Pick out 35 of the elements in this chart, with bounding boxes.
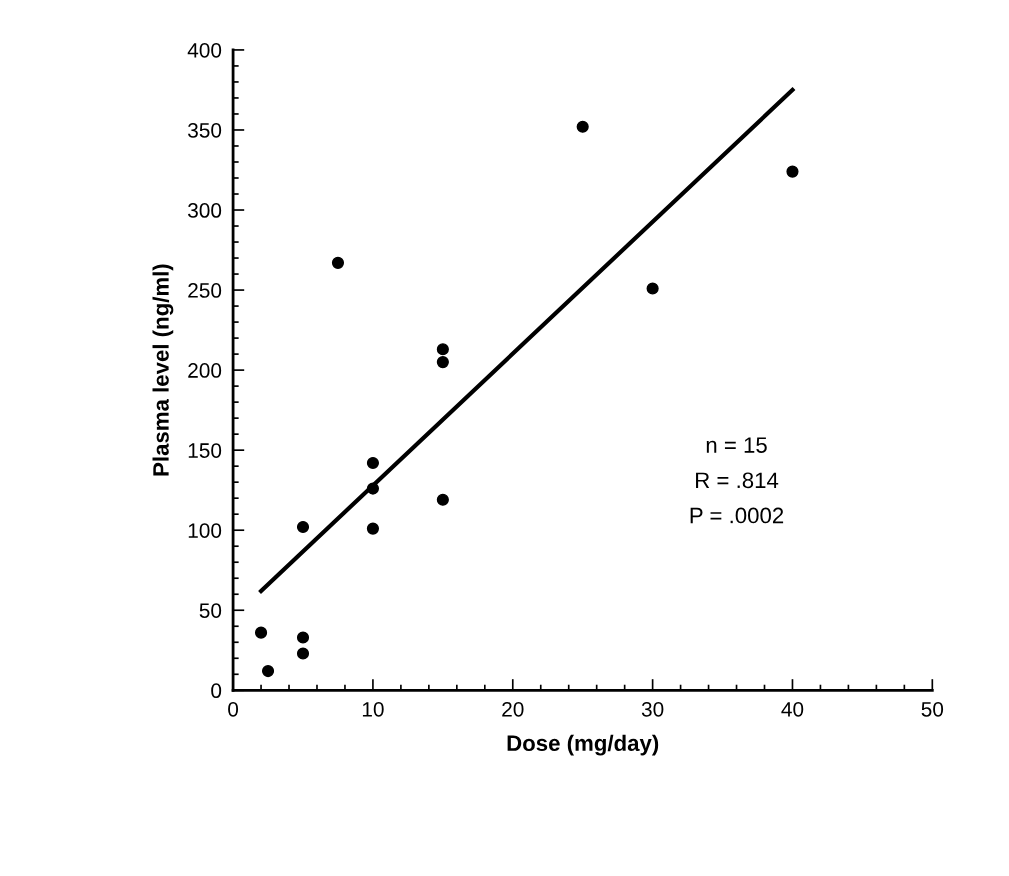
- x-tick-label: 20: [502, 701, 524, 717]
- point: [261, 665, 275, 678]
- annotation: P = .0002: [690, 507, 784, 524]
- x-tick-label: 50: [921, 701, 944, 717]
- y-tick-label: 100: [188, 523, 222, 538]
- y-tick-label: 250: [188, 283, 222, 298]
- x-tick-label: 10: [362, 701, 384, 717]
- x-tick-label: 40: [781, 701, 804, 717]
- point: [296, 647, 310, 660]
- annotation: R = .814: [696, 472, 779, 489]
- y-tick-label: 0: [211, 683, 222, 699]
- y-tick-label: 350: [188, 122, 222, 138]
- x-axis-title: Dose (mg/day): [507, 734, 659, 756]
- y-tick-label: 300: [188, 203, 222, 218]
- point: [366, 456, 380, 470]
- y-tick-label: 150: [188, 443, 222, 458]
- y-tick-label: 200: [188, 363, 222, 378]
- point: [786, 165, 799, 178]
- point: [436, 493, 449, 506]
- x-tick-label: 30: [641, 701, 664, 717]
- point: [296, 520, 310, 534]
- point: [296, 631, 310, 644]
- y-tick-label: 400: [187, 42, 222, 58]
- y-axis-title: Plasma level (ng/ml): [152, 264, 174, 476]
- point: [646, 282, 659, 295]
- annotation: n = 15: [706, 437, 767, 453]
- point: [366, 522, 380, 535]
- point: [576, 120, 589, 133]
- point: [254, 626, 268, 639]
- x-tick-label: 0: [228, 701, 239, 717]
- point: [436, 356, 449, 369]
- point: [436, 343, 449, 356]
- y-tick-label: 50: [199, 603, 222, 618]
- point: [331, 256, 345, 269]
- point: [366, 482, 380, 495]
